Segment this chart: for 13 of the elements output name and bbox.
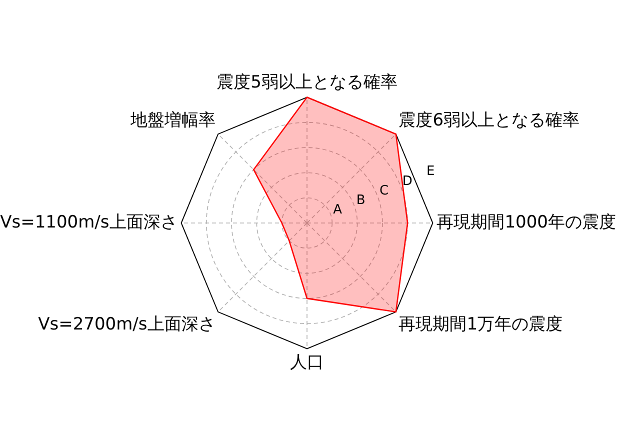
y-tick-label: D bbox=[402, 174, 412, 189]
spoke-label: 再現期間1000年の震度 bbox=[436, 212, 616, 232]
spoke-label: 再現期間1万年の震度 bbox=[398, 314, 563, 334]
spoke-label: 震度6弱以上となる確率 bbox=[398, 110, 580, 130]
y-tick-label: C bbox=[380, 183, 389, 198]
spoke-label: Vs=2700m/s上面深さ bbox=[38, 314, 216, 334]
spoke-label: 地盤増幅率 bbox=[129, 110, 216, 130]
y-tick-label: E bbox=[426, 164, 435, 180]
spoke-label: Vs=1100m/s上面深さ bbox=[0, 212, 178, 232]
y-tick-label: B bbox=[356, 193, 366, 208]
spoke-label: 震度5弱以上となる確率 bbox=[216, 72, 398, 92]
y-tick-label: A bbox=[333, 202, 342, 218]
spoke-label: 人口 bbox=[290, 352, 324, 372]
